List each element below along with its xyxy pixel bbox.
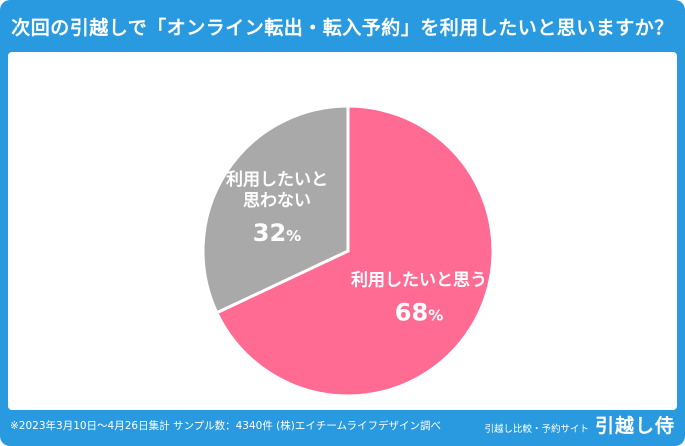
chart-title: 次回の引越しで「オンライン転出・転入予約」を利用したいと思いますか？ [11,16,674,39]
chart-panel: 利用したいと思う 68% 利用したいと 思わない 32% [8,52,677,410]
brand: 引越し比較・予約サイト 引越し侍 [484,411,675,438]
brand-logo: 引越し侍 [594,415,675,437]
slice-value-1: 32% [253,219,301,247]
slice-label-1-0: 利用したいと [226,169,328,190]
footnote: ※2023年3月10日〜4月26日集計 サンプル数：4340件 (株)エイチーム… [10,420,442,432]
brand-subtitle: 引越し比較・予約サイト [484,424,589,435]
pie-slice-1 [201,104,350,315]
slice-value-0: 68% [395,299,443,327]
slice-label-1-1: 思わない [243,191,311,211]
pie-slice-0 [214,104,495,398]
slice-label-0-0: 利用したいと思う [351,270,487,291]
